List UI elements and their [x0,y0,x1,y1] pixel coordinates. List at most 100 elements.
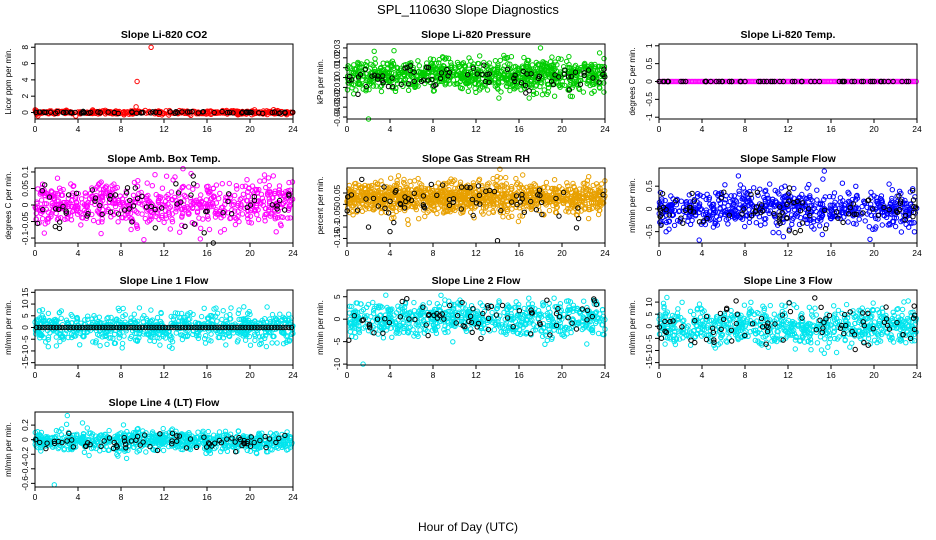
data-point [836,78,842,85]
outlier-point [494,238,501,244]
data-point [230,110,236,116]
data-point [663,229,669,235]
data-point [568,73,574,80]
data-point [851,78,858,85]
data-point [799,78,805,85]
data-point [544,81,551,88]
data-point [500,72,507,78]
data-point [459,74,466,80]
data-point [860,78,867,85]
data-point [503,174,509,181]
data-point [742,78,748,85]
data-point [573,225,580,231]
data-point [515,67,521,74]
data-point [425,65,432,71]
data-point [226,191,232,197]
y-tick-label: 0.1 [20,166,30,178]
data-point [220,308,226,314]
data-point [216,195,222,202]
data-point [42,201,48,207]
x-tick-label: 4 [388,248,393,258]
data-point [776,230,782,236]
data-point [382,74,388,81]
data-point [771,78,778,85]
data-point [445,73,451,79]
data-point [566,64,573,71]
data-point [201,230,207,236]
data-point [539,80,545,86]
data-point [459,85,465,92]
data-point [596,79,602,85]
data-point [505,61,511,67]
data-point [786,190,792,196]
data-point [541,87,547,93]
panel-title: Slope Line 1 Flow [120,275,210,287]
data-point [142,215,149,222]
data-point [488,65,494,71]
x-tick-label: 4 [76,248,81,258]
data-point [265,175,272,181]
data-point [881,78,887,85]
data-point [210,203,217,209]
data-point [814,197,820,203]
data-point [241,304,247,310]
data-point [149,183,156,189]
data-point [476,61,482,67]
data-point [411,178,418,184]
panel-title: Slope Li-820 Pressure [421,29,531,41]
data-point [362,61,368,68]
x-tick-label: 8 [743,248,748,258]
data-point [543,179,550,186]
data-point [590,75,596,81]
data-point [247,342,254,348]
data-point [867,78,874,85]
data-point [38,197,45,203]
data-point [514,78,520,84]
data-point [726,78,733,85]
data-point [161,219,167,226]
data-point [206,226,213,233]
data-point [821,168,827,174]
data-point [385,69,391,76]
y-tick-label: 0.01 [332,59,342,76]
y-tick-label: -0.05 [20,212,30,232]
data-point [112,203,119,210]
data-point [355,61,361,67]
x-tick-label: 8 [431,124,436,134]
x-tick-label: 8 [119,248,124,258]
y-tick-label: -0.04 [332,107,342,127]
data-point [438,70,445,76]
data-point [562,67,568,73]
data-point [351,91,357,97]
data-point [78,222,84,228]
data-point [486,60,493,66]
data-point [598,181,605,187]
data-point [481,59,487,66]
points-group [32,304,296,351]
data-point [719,78,726,85]
x-tick-label: 20 [557,124,567,134]
data-point [751,185,757,191]
outlier-point [148,44,154,50]
data-point [263,343,270,350]
data-point [429,76,435,83]
data-point [41,109,47,116]
points-group [32,166,296,246]
y-tick-label: 0.02 [332,49,342,66]
data-point [232,208,238,214]
data-point [391,219,397,226]
data-point [572,64,578,70]
x-tick-label: 8 [743,124,748,134]
x-tick-label: 4 [700,248,705,258]
data-point [405,81,412,87]
data-point [156,109,163,116]
data-point [482,78,489,85]
data-point [371,72,378,78]
data-point [777,78,783,85]
data-point [525,57,532,64]
data-point [362,66,368,73]
data-point [389,58,396,64]
data-point [879,222,885,228]
data-point [472,76,479,83]
